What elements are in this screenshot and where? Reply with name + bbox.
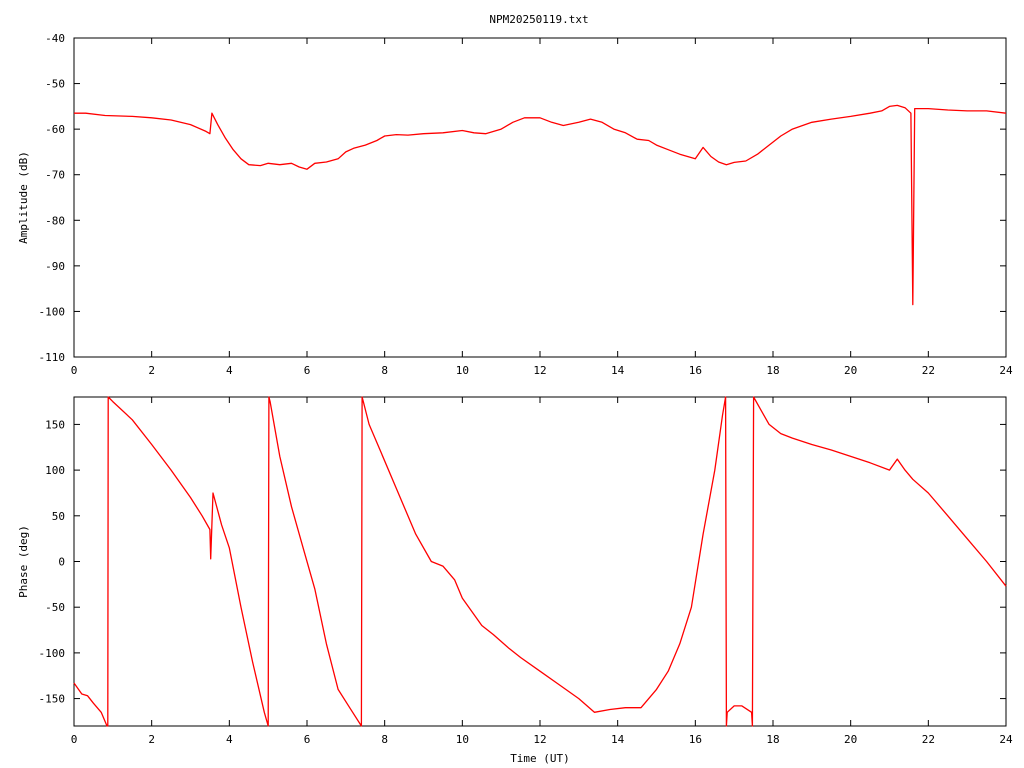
phase-ytick-label: 150: [45, 418, 65, 431]
phase-xtick-label: 22: [922, 733, 935, 746]
phase-ytick-label: -150: [39, 693, 66, 706]
amp-ytick-label: -80: [45, 214, 65, 227]
amp-plot-frame: [73, 37, 1007, 358]
amp-xtick-label: 20: [844, 364, 857, 377]
phase-xtick-label: 6: [304, 733, 311, 746]
phase-xtick-label: 8: [381, 733, 388, 746]
phase-xtick-label: 20: [844, 733, 857, 746]
amp-xtick-label: 4: [226, 364, 233, 377]
amp-ytick-label: -70: [45, 169, 65, 182]
phase-xtick-label: 16: [689, 733, 702, 746]
phase-y-axis-label: Phase (deg): [17, 525, 30, 598]
phase-xtick-label: 0: [71, 733, 78, 746]
phase-xtick-label: 4: [226, 733, 233, 746]
amp-y-axis-label: Amplitude (dB): [17, 151, 30, 244]
amp-xtick-label: 18: [766, 364, 779, 377]
amp-ytick-label: -60: [45, 123, 65, 136]
phase-ytick-label: -100: [39, 647, 66, 660]
amp-xtick-label: 12: [533, 364, 546, 377]
phase-xtick-label: 10: [456, 733, 469, 746]
amp-xtick-label: 24: [999, 364, 1013, 377]
amp-xtick-label: 8: [381, 364, 388, 377]
phase-ytick-label: -50: [45, 601, 65, 614]
phase-xtick-label: 2: [148, 733, 155, 746]
phase-plot-frame: [73, 396, 1007, 727]
amp-xtick-label: 2: [148, 364, 155, 377]
amp-xtick-label: 0: [71, 364, 78, 377]
phase-xtick-label: 12: [533, 733, 546, 746]
phase-ytick-label: 0: [58, 556, 65, 569]
phase-xtick-label: 18: [766, 733, 779, 746]
chart-title: NPM20250119.txt: [489, 13, 588, 26]
amp-xtick-label: 14: [611, 364, 625, 377]
phase-ytick-label: 100: [45, 464, 65, 477]
phase-xtick-label: 24: [999, 733, 1013, 746]
amp-ytick-label: -100: [39, 305, 66, 318]
phase-x-axis-label: Time (UT): [510, 752, 570, 765]
amp-xtick-label: 16: [689, 364, 702, 377]
phase-xtick-label: 14: [611, 733, 625, 746]
amp-ytick-label: -50: [45, 78, 65, 91]
phase-ytick-label: 50: [52, 510, 65, 523]
amp-ytick-label: -40: [45, 32, 65, 45]
amp-ytick-label: -90: [45, 260, 65, 273]
phase-series-line: [73, 396, 1007, 727]
amplitude-panel: 0 2 4 6 8 10 12 14 16 18 20 22 24-110-100-90-80-70-6…: [17, 32, 1013, 377]
amp-xtick-label: 10: [456, 364, 469, 377]
amp-xtick-label: 6: [304, 364, 311, 377]
amp-ytick-label: -110: [39, 351, 66, 364]
phase-panel: 0 2 4 6 8 10 12 14 16 18 20 22 24-150-100-5005010015…: [17, 396, 1013, 765]
amp-xtick-label: 22: [922, 364, 935, 377]
amp-series-line: [74, 104, 1007, 306]
